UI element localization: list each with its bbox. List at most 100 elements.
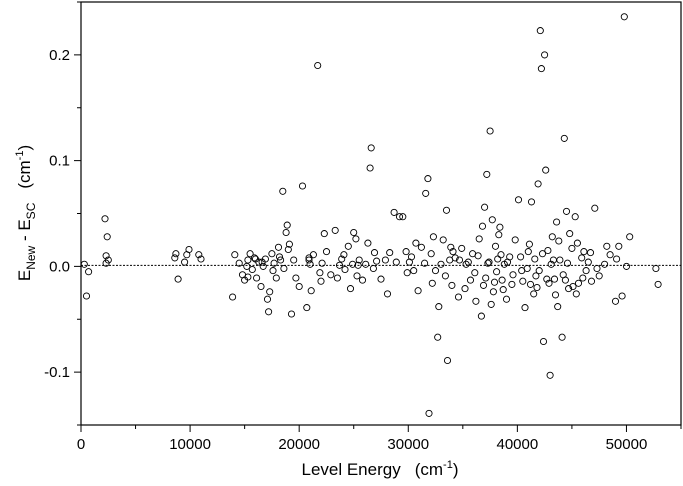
data-point	[531, 255, 539, 263]
data-point	[545, 279, 553, 287]
data-point	[626, 233, 634, 241]
data-point	[307, 287, 315, 295]
data-point	[532, 272, 540, 280]
data-point	[517, 253, 525, 261]
data-point	[555, 237, 563, 245]
data-point	[429, 233, 437, 241]
data-point	[490, 278, 499, 286]
x-axis-unit-close: )	[453, 460, 459, 479]
data-point	[441, 272, 449, 280]
data-point	[620, 13, 628, 21]
data-point	[250, 254, 259, 262]
y-tick-label: 0.2	[49, 47, 70, 64]
data-point	[317, 277, 325, 285]
data-point	[541, 51, 549, 59]
data-point	[174, 275, 182, 283]
data-point	[554, 303, 562, 311]
data-point	[274, 243, 283, 251]
data-point	[584, 258, 592, 266]
data-point	[322, 248, 331, 256]
data-point	[521, 304, 529, 312]
data-point	[519, 277, 527, 285]
data-point	[499, 286, 507, 294]
y-axis-mid: - E	[15, 219, 34, 245]
data-point	[530, 290, 538, 298]
data-point	[366, 164, 374, 172]
data-point	[364, 239, 372, 247]
data-point	[369, 264, 377, 273]
data-point	[578, 254, 586, 262]
data-point	[580, 248, 588, 256]
data-point	[601, 260, 609, 268]
data-point	[352, 235, 360, 243]
data-points	[80, 13, 662, 417]
data-point	[386, 249, 394, 257]
data-point	[611, 297, 620, 305]
data-point	[569, 282, 577, 291]
data-point	[478, 222, 487, 230]
data-point	[496, 223, 504, 231]
data-point	[373, 257, 381, 265]
x-axis-title: Level Energy (cm-1)	[301, 459, 458, 479]
x-tick-label: 10000	[169, 436, 211, 453]
data-point	[497, 251, 505, 259]
data-point	[231, 251, 239, 259]
data-point	[495, 231, 503, 239]
data-point	[566, 230, 574, 238]
data-point	[425, 409, 433, 417]
data-point	[461, 285, 469, 293]
x-axis-unit-sup: -1	[443, 459, 453, 471]
data-point	[593, 264, 601, 273]
data-point	[458, 244, 466, 252]
data-point	[563, 259, 572, 267]
data-point	[102, 252, 110, 260]
x-tick-label: 20000	[278, 436, 320, 453]
data-point	[350, 228, 358, 237]
data-point	[392, 258, 400, 266]
data-point	[489, 288, 497, 296]
data-point	[414, 287, 422, 295]
data-point	[377, 275, 385, 283]
data-point	[195, 251, 203, 259]
data-point	[451, 254, 459, 262]
data-point	[305, 256, 313, 264]
data-point	[316, 269, 324, 277]
data-point	[484, 259, 492, 267]
data-point	[534, 180, 542, 188]
data-point	[346, 285, 355, 293]
data-point	[306, 260, 314, 268]
data-point	[449, 248, 457, 256]
data-point	[550, 275, 559, 283]
y-axis-unit-sup: -1	[14, 151, 26, 161]
data-point	[333, 274, 341, 282]
data-point	[410, 267, 418, 275]
data-point	[246, 250, 254, 258]
y-axis-sub1: New	[24, 245, 38, 269]
x-axis-unit-open: (cm	[415, 460, 443, 479]
data-point	[474, 252, 482, 260]
data-point	[344, 242, 352, 250]
data-point	[435, 303, 443, 311]
data-point	[613, 255, 621, 263]
data-point	[586, 249, 595, 257]
data-point	[244, 273, 252, 281]
data-point	[587, 277, 596, 285]
data-point	[543, 275, 551, 283]
data-point	[280, 264, 288, 273]
data-point	[525, 240, 533, 248]
data-point	[514, 196, 523, 204]
data-point	[353, 272, 361, 280]
data-point	[591, 204, 599, 212]
data-point	[482, 274, 490, 282]
data-point	[481, 203, 489, 211]
data-point	[483, 170, 491, 178]
data-point	[654, 280, 662, 288]
data-point	[509, 271, 517, 279]
data-point	[197, 255, 205, 263]
data-point	[533, 283, 541, 292]
data-point	[487, 300, 495, 308]
data-point	[331, 226, 339, 234]
data-point	[268, 250, 276, 258]
data-point	[558, 333, 566, 341]
